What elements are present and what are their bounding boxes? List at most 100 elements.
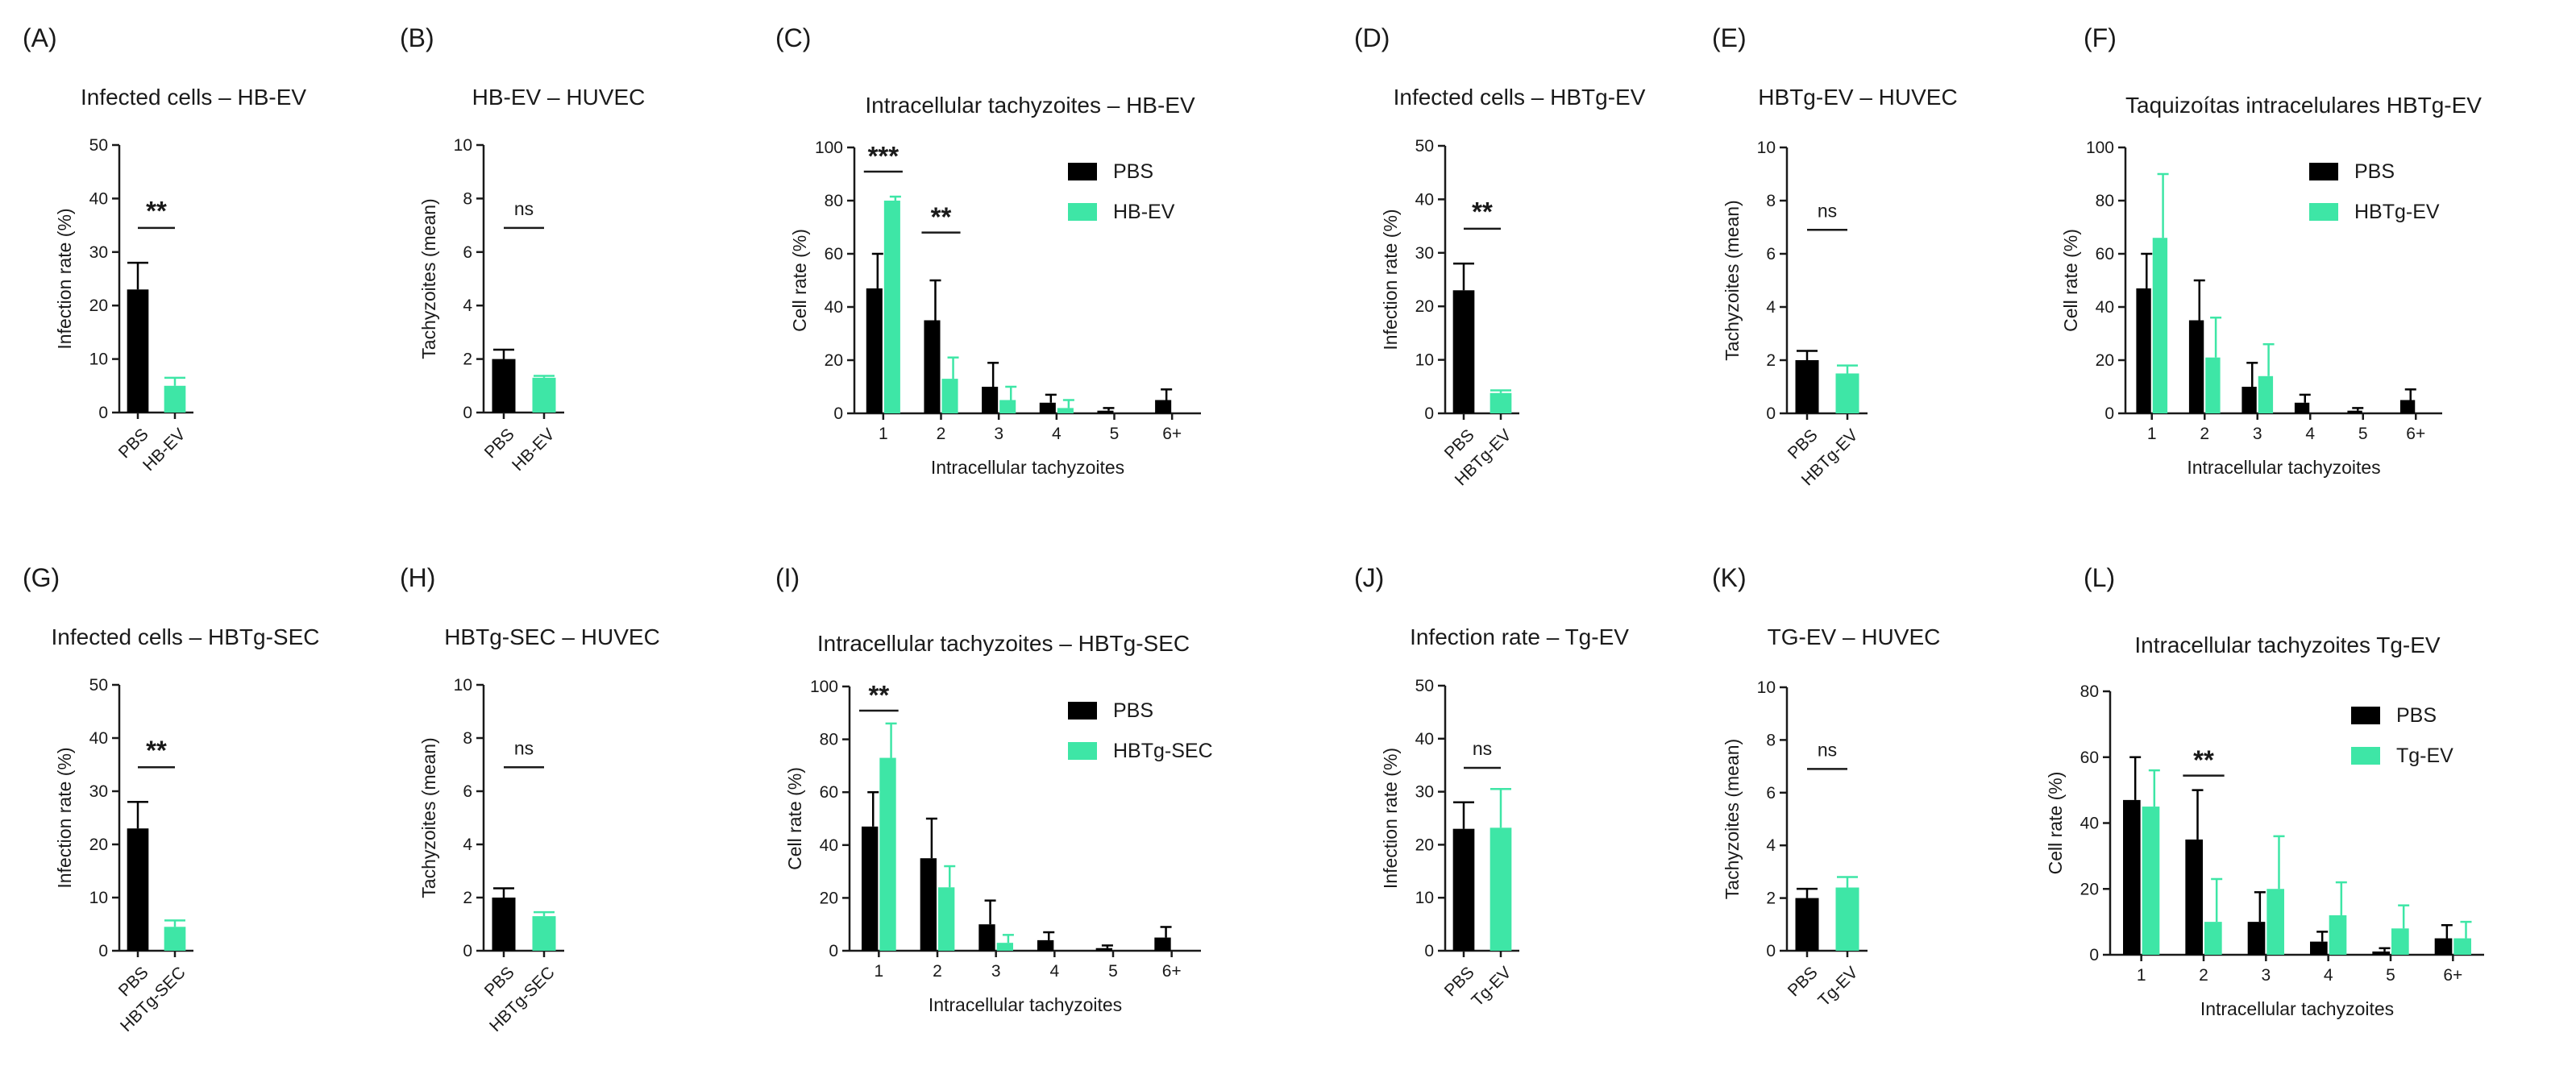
bar-pbs: [924, 320, 941, 413]
y-tick-label: 60: [825, 245, 843, 263]
y-tick-label: 30: [1415, 244, 1434, 263]
x-tick-label: 1: [879, 425, 888, 443]
chart-panel-j: (J) Infection rate – Tg-EV 0 10 20 30 40 50 Infe…: [1354, 563, 1629, 1010]
y-tick-label: 60: [2096, 245, 2114, 263]
y-tick-label: 0: [829, 942, 838, 960]
legend-swatch-treatment: [2351, 747, 2380, 765]
x-tick-label: 4: [1049, 962, 1059, 981]
bar-treatment: [532, 377, 556, 413]
y-tick-label: 20: [2080, 880, 2099, 898]
y-tick-label: 0: [1424, 942, 1434, 960]
y-tick-label: 80: [825, 192, 843, 210]
x-tick-label: 1: [2137, 966, 2146, 985]
x-tick-label: 4: [1052, 425, 1062, 443]
y-tick-label: 6: [463, 243, 472, 262]
bar-treatment: [938, 887, 955, 951]
panel-label: (C): [775, 23, 811, 52]
bar-pbs: [1155, 400, 1172, 413]
significance-label: ns: [514, 737, 534, 758]
y-tick-label: 6: [1766, 245, 1776, 263]
y-tick-label: 0: [98, 942, 108, 960]
chart-title: Intracellular tachyzoites – HB-EV: [865, 93, 1195, 118]
x-tick-label: 6+: [2406, 425, 2425, 443]
x-tick-label: PBS: [481, 963, 518, 1000]
chart-title: Infection rate – Tg-EV: [1410, 624, 1629, 649]
x-tick-label: PBS: [1785, 963, 1822, 1000]
bar-treatment: [2205, 357, 2221, 413]
panel-label: (K): [1712, 563, 1747, 592]
x-axis-label: Intracellular tachyzoites: [929, 994, 1122, 1015]
y-tick-label: 50: [89, 136, 108, 155]
y-tick-label: 20: [89, 836, 108, 854]
bar-treatment: [2453, 938, 2471, 955]
x-tick-label: 5: [2358, 425, 2368, 443]
panel-label: (E): [1712, 23, 1747, 52]
bar-pbs: [2434, 938, 2453, 955]
panel-label: (L): [2084, 563, 2115, 592]
bar-pbs: [920, 858, 937, 951]
legend-label: HBTg-EV: [2354, 201, 2440, 223]
y-tick-label: 40: [2080, 815, 2099, 833]
y-axis-label: Infection rate (%): [54, 208, 75, 349]
significance-label: **: [931, 202, 952, 232]
y-tick-label: 60: [820, 783, 838, 802]
y-tick-label: 50: [1415, 137, 1434, 156]
y-axis-label: Cell rate (%): [2045, 772, 2066, 875]
bar-treatment: [1835, 887, 1859, 951]
y-tick-label: 0: [2089, 946, 2099, 964]
y-axis-label: Infection rate (%): [1380, 209, 1401, 350]
panel-label: (G): [23, 563, 60, 592]
bar-pbs: [2372, 951, 2390, 955]
y-axis-label: Tachyzoites (mean): [1722, 200, 1743, 360]
y-tick-label: 30: [89, 782, 108, 801]
bar-treatment: [2266, 889, 2284, 955]
y-tick-label: 4: [1766, 298, 1776, 317]
significance-label: **: [146, 196, 167, 226]
legend-label: Tg-EV: [2396, 744, 2453, 767]
panel-label: (I): [775, 563, 800, 592]
bar-pbs: [1097, 410, 1114, 413]
panel-label: (D): [1354, 23, 1390, 52]
y-tick-label: 10: [1757, 139, 1776, 157]
significance-label: ns: [1818, 739, 1837, 760]
chart-panel-k: (K) TG-EV – HUVEC 0 2 4 6 8 10 Tachyzoites (mean…: [1712, 563, 1940, 1010]
bar-pbs: [1795, 360, 1819, 413]
y-tick-label: 20: [820, 889, 838, 907]
legend-label: PBS: [2396, 704, 2437, 727]
panel-label: (H): [400, 563, 435, 592]
panel-label: (A): [23, 23, 57, 52]
y-tick-label: 20: [89, 297, 108, 315]
x-tick-label: 4: [2305, 425, 2315, 443]
x-tick-label: 5: [1108, 962, 1118, 981]
y-tick-label: 80: [2096, 192, 2114, 210]
legend-swatch-treatment: [1068, 742, 1097, 760]
y-tick-label: 40: [825, 298, 843, 317]
y-tick-label: 80: [2080, 682, 2099, 701]
y-tick-label: 30: [1415, 783, 1434, 802]
y-axis-label: Infection rate (%): [54, 747, 75, 888]
chart-title: Intracellular tachyzoites – HBTg-SEC: [817, 631, 1190, 656]
x-tick-label: 1: [874, 962, 883, 981]
chart-title: HBTg-EV – HUVEC: [1758, 85, 1957, 110]
y-tick-label: 40: [2096, 298, 2114, 317]
y-tick-label: 2: [463, 889, 472, 907]
panel-label: (B): [400, 23, 434, 52]
y-tick-label: 8: [1766, 192, 1776, 210]
chart-panel-f: (F) Taquizoítas intracelulares HBTg-EV 0 20…: [2060, 23, 2482, 478]
chart-panel-a: (A) Infected cells – HB-EV 0 10 20 30 40 50 Infe…: [23, 23, 306, 475]
y-tick-label: 10: [1415, 889, 1434, 907]
chart-panel-h: (H) HBTg-SEC – HUVEC 0 2 4 6 8 10 Tachyzoites (m…: [400, 563, 660, 1035]
chart-panel-d: (D) Infected cells – HBTg-EV 0 10 20 30 40 50 In…: [1354, 23, 1646, 489]
chart-title: Infected cells – HBTg-SEC: [51, 624, 319, 649]
bar-pbs: [2294, 402, 2310, 413]
y-tick-label: 100: [2086, 139, 2114, 157]
bar-treatment: [879, 757, 896, 951]
panel-label: (J): [1354, 563, 1384, 592]
legend-swatch-pbs: [2309, 163, 2338, 180]
chart-title: HB-EV – HUVEC: [472, 85, 646, 110]
bar-pbs: [2399, 400, 2416, 413]
bar-treatment: [883, 201, 900, 413]
chart-panel-l: (L) Intracellular tachyzoites Tg-EV 0 20 40 6…: [2045, 563, 2484, 1019]
y-tick-label: 2: [1766, 890, 1776, 908]
x-axis-label: Intracellular tachyzoites: [2187, 457, 2380, 478]
